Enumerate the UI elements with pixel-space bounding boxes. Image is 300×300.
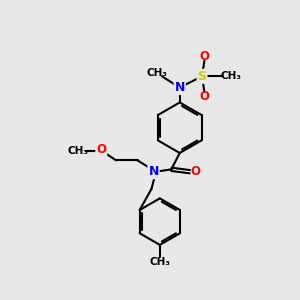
Text: CH₃: CH₃	[220, 71, 241, 81]
Text: O: O	[200, 50, 209, 63]
Text: N: N	[148, 165, 159, 178]
Text: O: O	[200, 90, 209, 103]
Text: N: N	[175, 81, 185, 94]
Text: O: O	[191, 165, 201, 178]
Text: CH₃: CH₃	[68, 146, 88, 157]
Text: S: S	[197, 70, 206, 83]
Text: O: O	[96, 143, 106, 156]
Text: CH₃: CH₃	[149, 257, 170, 267]
Text: CH₃: CH₃	[146, 68, 167, 78]
